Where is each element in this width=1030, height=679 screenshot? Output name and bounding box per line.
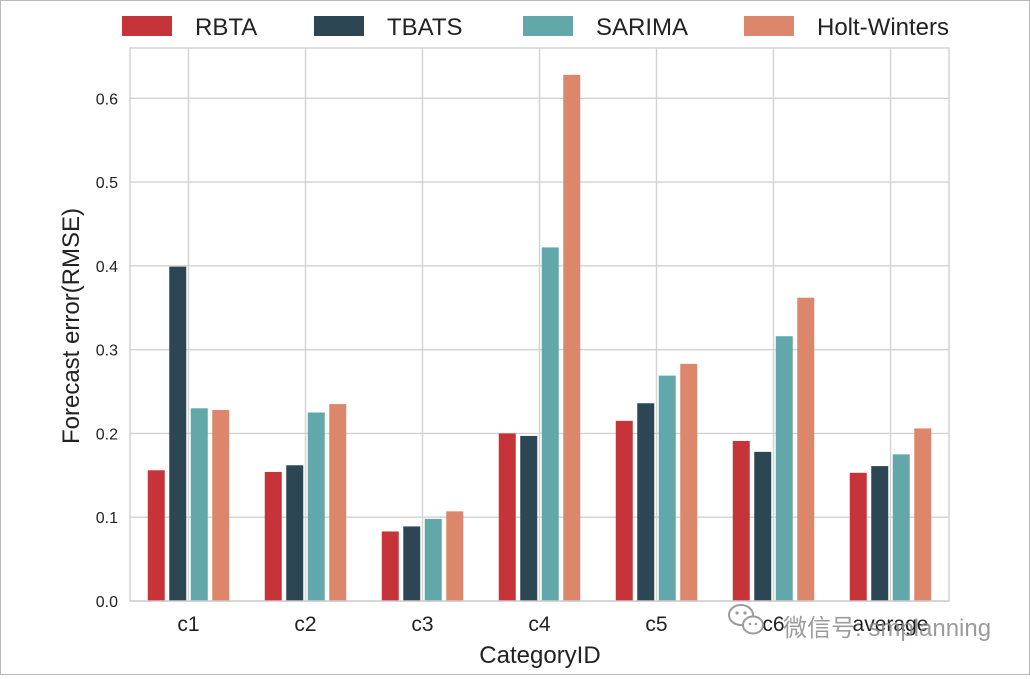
bar-rbta-c3 <box>381 531 399 601</box>
bar-rbta-c6 <box>732 440 750 601</box>
bar-holt-winters-c4 <box>563 74 581 601</box>
x-tick-label: c5 <box>645 613 667 636</box>
bars-layer <box>147 74 932 601</box>
legend-swatch-sarima <box>523 16 573 36</box>
bar-rbta-c2 <box>264 471 282 601</box>
bar-tbats-c6 <box>754 451 772 601</box>
bar-sarima-c6 <box>775 336 793 601</box>
watermark-text: 微信号: smplanning <box>783 615 991 642</box>
x-tick-label: average <box>853 613 929 636</box>
x-tick-label: c6 <box>762 613 784 636</box>
bar-tbats-c4 <box>520 435 538 601</box>
bar-sarima-c3 <box>424 518 442 601</box>
watermark: 微信号: smplanning <box>728 604 991 642</box>
legend-label-holt-winters: Holt-Winters <box>817 14 949 41</box>
y-axis-title: Forecast error(RMSE) <box>58 208 85 444</box>
bar-holt-winters-c6 <box>797 297 815 601</box>
grid-layer <box>130 48 949 602</box>
x-tick-label: c1 <box>177 613 199 636</box>
x-tick-label: c3 <box>411 613 433 636</box>
legend: RBTA TBATS SARIMA Holt-Winters <box>122 14 949 41</box>
axes-layer: 0.0 0.1 0.2 0.3 0.4 0.5 0.6 c1 c2 c3 c4 c5 c6 average <box>96 47 950 636</box>
y-tick-label: 0.2 <box>96 426 118 443</box>
legend-swatch-rbta <box>122 16 172 36</box>
legend-label-tbats: TBATS <box>387 14 463 41</box>
bar-rbta-c5 <box>615 420 633 601</box>
bar-rbta-c4 <box>498 433 516 601</box>
bar-tbats-c1 <box>169 266 187 601</box>
y-tick-label: 0.3 <box>96 343 118 360</box>
bar-rbta-c1 <box>147 470 165 601</box>
y-tick-label: 0.0 <box>96 594 118 611</box>
bar-holt-winters-average <box>914 428 932 601</box>
plot-border <box>129 47 950 602</box>
x-axis-title: CategoryID <box>479 642 600 669</box>
wechat-icon <box>728 604 764 635</box>
bar-tbats-c3 <box>403 526 421 601</box>
y-tick-label: 0.4 <box>96 259 118 276</box>
x-tick-label: c4 <box>528 613 551 636</box>
bar-sarima-c1 <box>190 408 208 601</box>
legend-label-sarima: SARIMA <box>596 14 688 41</box>
y-tick-label: 0.5 <box>96 175 118 192</box>
legend-swatch-tbats <box>314 16 364 36</box>
bar-holt-winters-c5 <box>680 363 698 601</box>
bar-holt-winters-c3 <box>446 511 464 601</box>
legend-swatch-holt-winters <box>744 16 794 36</box>
legend-label-rbta: RBTA <box>195 14 257 41</box>
bar-holt-winters-c2 <box>329 404 347 601</box>
y-tick-label: 0.1 <box>96 510 118 527</box>
bar-tbats-average <box>871 466 889 601</box>
bar-rbta-average <box>849 472 867 601</box>
bar-sarima-average <box>892 454 910 601</box>
bar-sarima-c2 <box>307 412 325 601</box>
bar-tbats-c2 <box>286 465 304 601</box>
bar-sarima-c4 <box>541 247 559 601</box>
bar-holt-winters-c1 <box>212 409 230 601</box>
y-tick-label: 0.6 <box>96 91 118 108</box>
bar-sarima-c5 <box>658 375 676 601</box>
bar-tbats-c5 <box>637 403 655 601</box>
x-tick-label: c2 <box>294 613 316 636</box>
